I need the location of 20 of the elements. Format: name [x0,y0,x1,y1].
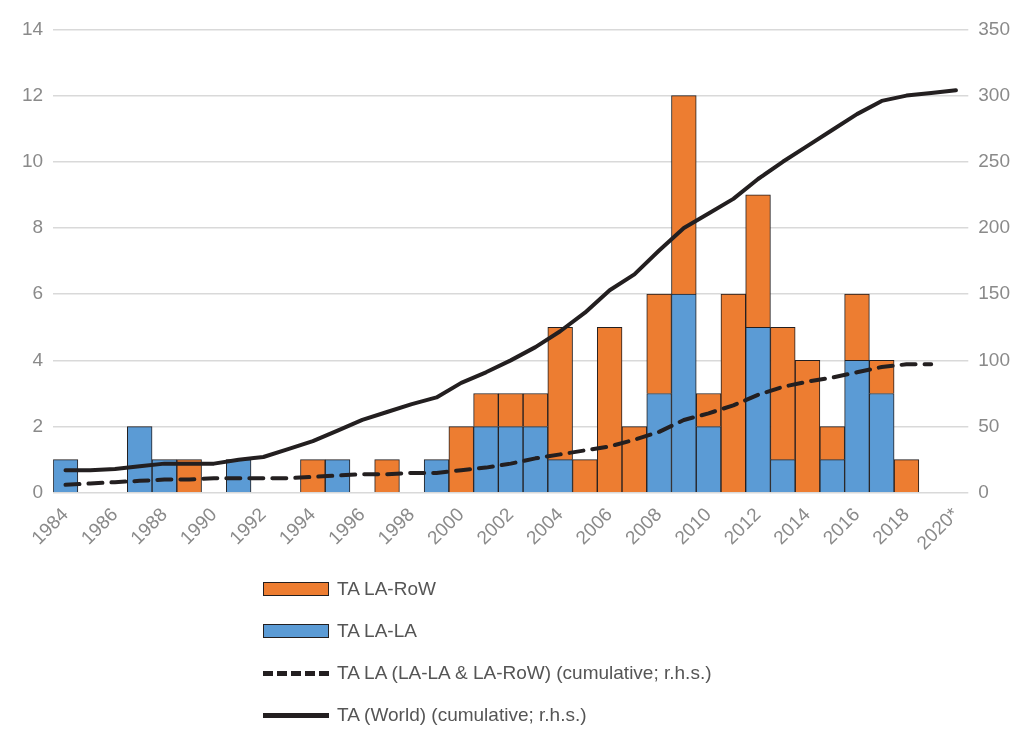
y2-tick-label: 350 [978,17,1010,39]
y2-tick-label: 200 [978,216,1010,238]
legend-label: TA (World) (cumulative; r.h.s.) [337,704,587,726]
y-tick-label: 0 [32,481,44,502]
y2-tick-label: 0 [978,481,989,502]
y2-tick-label: 300 [978,83,1010,105]
y2-tick-label: 250 [978,150,1010,172]
legend-label: TA LA-RoW [337,578,436,600]
y-tick-label: 12 [21,83,44,105]
y-tick-label: 6 [32,282,44,304]
y-tick-label: 8 [32,216,44,238]
legend-label: TA LA-LA [337,620,417,642]
y-tick-label: 2 [32,414,44,436]
y2-tick-label: 50 [978,414,1000,436]
y-tick-label: 14 [21,17,44,39]
y-tick-label: 10 [21,150,44,172]
y2-tick-label: 100 [978,348,1010,370]
y-tick-label: 4 [32,348,44,370]
legend-label: TA LA (LA-LA & LA-RoW) (cumulative; r.h.s.) [337,662,712,684]
y2-tick-label: 150 [978,282,1010,304]
